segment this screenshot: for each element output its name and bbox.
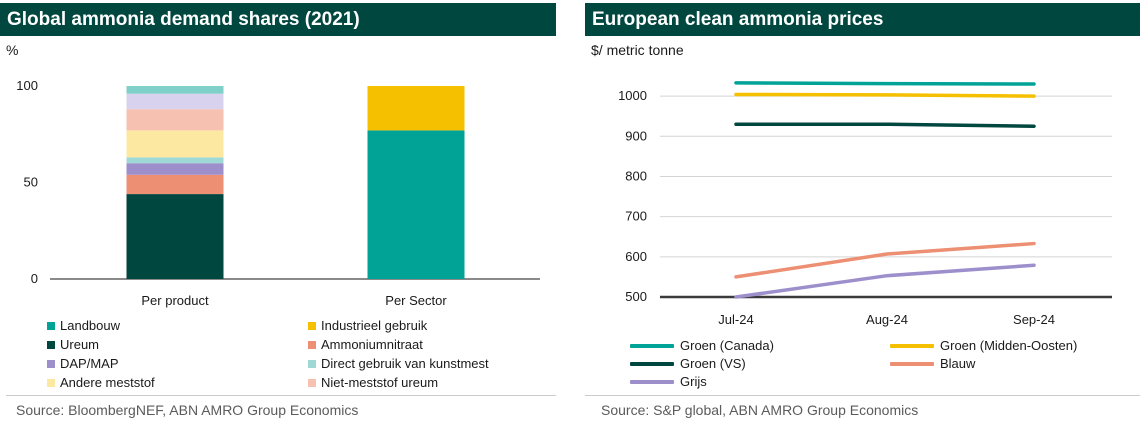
legend-label: DAP/MAP (60, 356, 119, 371)
legend-swatch (308, 340, 316, 349)
x-tick-label: Aug-24 (866, 312, 908, 327)
demand-shares-panel: Global ammonia demand shares (2021) % 0 5… (0, 0, 556, 424)
legend-item-grijs: Grijs (630, 374, 707, 389)
legend-item-groen-canada: Groen (Canada) (630, 338, 774, 353)
series-line-groen-canada (734, 81, 1036, 86)
legend-label: Ureum (60, 337, 100, 352)
legend-swatch (630, 361, 674, 366)
stacked-bar-chart: 0 50 100 Per product Per Sector (16, 78, 540, 308)
legend-swatch (47, 359, 55, 368)
bar-segment-landbouw (367, 130, 465, 279)
line-chart: 500 600 700 800 900 1000 Jul-24 Aug-24 Sep-24 (618, 81, 1112, 327)
legend-label: Blauw (940, 356, 976, 371)
legend-item-niet-meststof-ureum: Niet-meststof ureum (308, 375, 438, 390)
legend-item-industrieel-gebruik: Industrieel gebruik (308, 318, 427, 333)
legend-item-groen-vs: Groen (VS) (630, 356, 746, 371)
ammonia-prices-panel: European clean ammonia prices $/ metric … (585, 0, 1146, 424)
chart-title: Global ammonia demand shares (2021) (0, 3, 556, 36)
legend-label: Industrieel gebruik (321, 318, 428, 333)
x-tick-label: Jul-24 (718, 312, 753, 327)
series-line-grijs (734, 263, 1036, 299)
chart-title: European clean ammonia prices (585, 3, 1140, 36)
bar-segment-industrieel-gebruik (367, 86, 465, 131)
legend-label: Niet-meststof ureum (321, 375, 439, 390)
legend-label: Direct gebruik van kunstmest (321, 356, 489, 371)
legend-swatch (47, 378, 55, 387)
legend-label: Ammoniumnitraat (321, 337, 423, 352)
legend-swatch (630, 343, 674, 348)
y-tick-label: 50 (24, 175, 38, 190)
legend-swatch (890, 343, 934, 348)
legend-item-dap-map: DAP/MAP (47, 356, 119, 371)
legend-swatch (630, 379, 674, 384)
y-tick-label: 1000 (618, 88, 647, 103)
bar-segment-dap-map (126, 163, 224, 175)
source-note: Source: BloombergNEF, ABN AMRO Group Eco… (16, 402, 359, 418)
bar-segment-extra (126, 93, 224, 110)
source-note: Source: S&P global, ABN AMRO Group Econo… (601, 402, 919, 418)
legend-swatch (308, 359, 316, 368)
series-line-blauw (734, 241, 1036, 279)
legend-label: Andere meststof (60, 375, 155, 390)
legend-swatch (308, 378, 316, 387)
x-tick-label: Sep-24 (1013, 312, 1055, 327)
y-tick-label: 700 (625, 209, 647, 224)
legend-item-groen-midden-oosten: Groen (Midden-Oosten) (890, 338, 1077, 353)
x-tick-label: Per Sector (385, 293, 447, 308)
legend-label: Groen (VS) (680, 356, 746, 371)
y-tick-label: 500 (625, 289, 647, 304)
divider (6, 395, 556, 396)
y-axis-unit: % (6, 42, 19, 58)
y-axis-unit: $/ metric tonne (591, 42, 684, 58)
bar-segment-ammoniumnitraat (126, 174, 224, 195)
bar-segment-ureum (126, 194, 224, 279)
legend-item-andere-meststof: Andere meststof (47, 375, 155, 390)
series-line-groen-midden-oosten (734, 92, 1036, 98)
legend-item-direct-gebruik-van-kunstmest: Direct gebruik van kunstmest (308, 356, 489, 371)
y-tick-label: 100 (16, 78, 38, 93)
y-tick-label: 800 (625, 168, 647, 183)
bar-segment-direct-gebruik-van-kunstmest (126, 157, 224, 164)
bar-segment-niet-meststof-ureum (126, 109, 224, 131)
series-line-groen-vs (734, 122, 1036, 128)
bar-segment-andere-meststof (126, 130, 224, 158)
legend-swatch (890, 361, 934, 366)
divider (585, 395, 1140, 396)
y-tick-label: 900 (625, 128, 647, 143)
legend-item-landbouw: Landbouw (47, 318, 120, 333)
legend-swatch (47, 340, 55, 349)
legend-label: Groen (Canada) (680, 338, 774, 353)
y-tick-label: 0 (31, 271, 38, 286)
legend-label: Groen (Midden-Oosten) (940, 338, 1078, 353)
legend-item-ammoniumnitraat: Ammoniumnitraat (308, 337, 423, 352)
legend-swatch (47, 321, 55, 330)
legend-label: Landbouw (60, 318, 120, 333)
legend-swatch (308, 321, 316, 330)
x-tick-label: Per product (141, 293, 209, 308)
y-tick-label: 600 (625, 249, 647, 264)
legend-label: Grijs (680, 374, 707, 389)
legend-item-blauw: Blauw (890, 356, 975, 371)
legend-item-ureum: Ureum (47, 337, 99, 352)
bar-segment-extra (126, 86, 224, 94)
